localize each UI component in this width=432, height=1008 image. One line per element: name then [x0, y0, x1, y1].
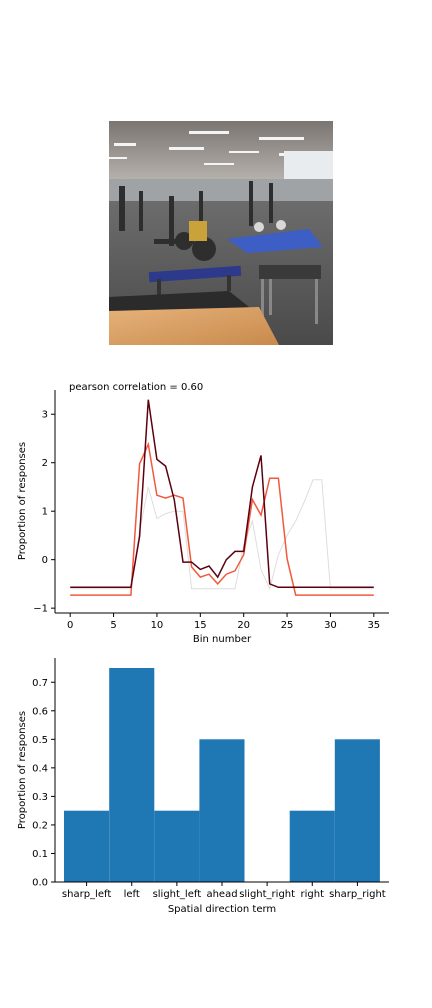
y-tick-label: 0.2 [32, 820, 48, 831]
x-tick-label: sharp_right [329, 889, 386, 900]
bars [64, 668, 380, 882]
y-ticks: −1 0 1 2 3 [33, 410, 55, 615]
series-line-2 [70, 399, 374, 589]
x-tick-label: 25 [281, 620, 294, 631]
bar-right [289, 810, 335, 882]
x-tick-label: 30 [324, 620, 337, 631]
x-axis-label: Bin number [193, 634, 252, 645]
x-tick-label: 20 [237, 620, 250, 631]
x-tick-label: slight_right [239, 889, 295, 900]
y-tick-label: 0.3 [32, 792, 48, 803]
x-tick-label: sharp_left [62, 889, 111, 900]
bar-slight_left [154, 810, 200, 882]
y-tick-label: 2 [42, 458, 48, 469]
y-tick-label: 0.0 [32, 878, 48, 889]
series-lines [70, 399, 374, 596]
y-tick-label: 0 [42, 555, 48, 566]
y-tick-label: 0.4 [32, 763, 48, 774]
series-line-0 [70, 479, 374, 591]
y-tick-label: 0.5 [32, 735, 48, 746]
x-ticks: 0 5 10 15 20 25 30 35 [67, 613, 380, 631]
bar-ahead [199, 739, 245, 882]
x-tick-label: 5 [110, 620, 116, 631]
bar-left [109, 668, 155, 882]
x-tick-label: right [301, 889, 325, 900]
x-tick-label: 0 [67, 620, 73, 631]
y-ticks: 0.0 0.1 0.2 0.3 0.4 0.5 0.6 0.7 [32, 678, 55, 889]
bar-chart: sharp_left left slight_left ahead slight_rig… [17, 658, 389, 915]
x-tick-label: left [124, 889, 140, 900]
x-tick-label: slight_left [153, 889, 202, 900]
x-ticks: sharp_left left slight_left ahead slight_rig… [62, 882, 386, 900]
x-tick-label: ahead [206, 889, 237, 900]
y-axis-label: Proportion of responses [17, 442, 28, 560]
y-tick-label: 0.7 [32, 678, 48, 689]
x-tick-label: 10 [151, 620, 164, 631]
y-tick-label: 3 [42, 410, 48, 421]
y-tick-label: −1 [33, 604, 48, 615]
x-axis-label: Spatial direction term [168, 904, 276, 915]
chart-title: pearson correlation = 0.60 [69, 382, 203, 393]
x-tick-label: 35 [367, 620, 380, 631]
y-tick-label: 0.1 [32, 849, 48, 860]
y-tick-label: 1 [42, 507, 48, 518]
x-tick-label: 15 [194, 620, 207, 631]
bar-sharp_right [334, 739, 380, 882]
y-tick-label: 0.6 [32, 706, 48, 717]
line-chart: pearson correlation = 0.60 0 5 10 15 20 25 30 3… [17, 382, 389, 645]
bar-sharp_left [64, 810, 110, 882]
gym-photo [109, 121, 333, 345]
series-line-1 [70, 441, 374, 596]
y-axis-label: Proportion of responses [17, 711, 28, 829]
